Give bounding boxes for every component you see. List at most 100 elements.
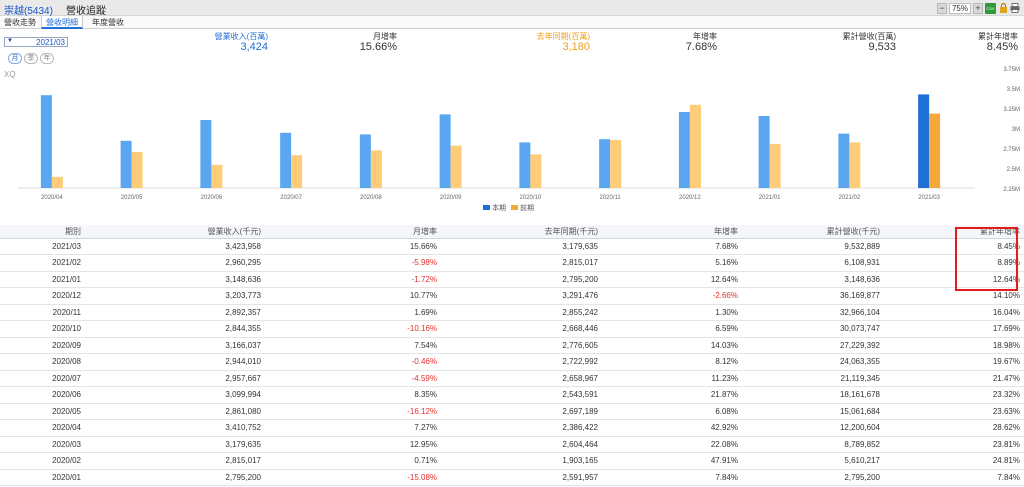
table-row[interactable]: 2020/08 2,944,010 -0.46% 2,722,992 8.12% 24,0… [0, 353, 1024, 371]
column-header-period[interactable]: 期別 [0, 225, 95, 239]
bar-current-2020/10[interactable] [519, 142, 531, 188]
print-icon[interactable] [1010, 3, 1020, 14]
cell-cumulative-yoy: 24.81% [884, 452, 1024, 470]
date-value: 2021/03 [36, 38, 65, 47]
bar-current-2020/12[interactable] [678, 112, 690, 188]
legend-swatch [483, 205, 490, 210]
legend-label[interactable]: 前期 [520, 203, 534, 212]
cell-period: 2020/10 [0, 320, 95, 338]
date-select[interactable]: ▼ 2021/03 [4, 37, 68, 47]
cell-mom: 0.71% [265, 452, 441, 470]
bar-current-2020/09[interactable] [439, 114, 451, 188]
zoom-out-icon[interactable]: − [937, 2, 947, 14]
x-tick-label: 2020/06 [201, 195, 223, 201]
zoom-level[interactable]: 75% [949, 2, 971, 14]
stock-name[interactable]: 崇越(5434) [4, 6, 53, 17]
bar-prior-2020/08[interactable] [370, 150, 382, 188]
table-row[interactable]: 2020/01 2,795,200 -15.08% 2,591,957 7.84% 2,7… [0, 469, 1024, 486]
lock-icon[interactable] [998, 3, 1008, 14]
column-header-yoy[interactable]: 年增率 [602, 225, 742, 239]
bar-current-2020/04[interactable] [40, 95, 52, 188]
cell-yoy: 42.92% [602, 419, 742, 437]
legend-label[interactable]: 本期 [492, 203, 506, 212]
table-row[interactable]: 2020/09 3,166,037 7.54% 2,776,605 14.03% 27,2… [0, 337, 1024, 354]
table-row[interactable]: 2020/12 3,203,773 10.77% 3,291,476 -2.66% 36,… [0, 287, 1024, 305]
table-row[interactable]: 2020/10 2,844,355 -10.16% 2,668,446 6.59% 30,… [0, 320, 1024, 338]
bar-prior-2020/10[interactable] [530, 154, 542, 188]
bar-current-2020/06[interactable] [200, 120, 212, 188]
period-quarter-button[interactable]: 季 [24, 53, 38, 64]
tab-revenue-trend[interactable]: 營收走勢 [4, 18, 36, 27]
toolbar-controls: − 75% + CSV [937, 2, 1020, 14]
tab-revenue-detail[interactable]: 營收明細 [41, 16, 83, 29]
csv-export-icon[interactable]: CSV [985, 2, 996, 14]
table-row[interactable]: 2021/02 2,960,295 -5.98% 2,815,017 5.16% 6,10… [0, 254, 1024, 272]
cell-last-year: 2,543,591 [441, 386, 602, 404]
cell-yoy: 6.59% [602, 320, 742, 338]
y-tick-label: 3.5M [1007, 87, 1020, 93]
cell-last-year: 3,179,635 [441, 238, 602, 255]
table-row[interactable]: 2020/05 2,861,080 -16.12% 2,697,189 6.08% 15,… [0, 403, 1024, 420]
summary-value: 15.66% [359, 41, 397, 53]
bar-prior-2020/07[interactable] [291, 155, 303, 188]
table-row[interactable]: 2021/03 3,423,958 15.66% 3,179,635 7.68% 9,53… [0, 238, 1024, 255]
bar-prior-2020/06[interactable] [211, 164, 223, 188]
bar-prior-2020/04[interactable] [51, 176, 63, 188]
cell-yoy: 8.12% [602, 353, 742, 371]
bar-current-2020/08[interactable] [359, 134, 371, 188]
x-tick-label: 2021/03 [918, 195, 940, 201]
bar-prior-2021/02[interactable] [849, 142, 861, 188]
table-row[interactable]: 2021/01 3,148,636 -1.72% 2,795,200 12.64% 3,1… [0, 271, 1024, 288]
column-header-last-year[interactable]: 去年同期(千元) [441, 225, 602, 239]
bar-prior-2020/05[interactable] [131, 152, 143, 188]
column-header-cumulative-yoy[interactable]: 累計年增率 [884, 225, 1024, 239]
cell-revenue: 2,815,017 [95, 452, 265, 470]
column-header-cumulative[interactable]: 累計營收(千元) [742, 225, 884, 239]
summary-value: 3,180 [562, 41, 590, 53]
cell-cumulative-yoy: 23.32% [884, 386, 1024, 404]
cell-mom: -5.98% [265, 254, 441, 272]
cell-yoy: 11.23% [602, 370, 742, 387]
bar-current-2021/03[interactable] [918, 94, 930, 188]
bar-current-2020/05[interactable] [120, 140, 132, 188]
cell-mom: 12.95% [265, 436, 441, 453]
cell-yoy: 7.68% [602, 238, 742, 255]
cell-mom: -16.12% [265, 403, 441, 420]
cell-last-year: 2,776,605 [441, 337, 602, 354]
x-tick-label: 2020/05 [121, 195, 143, 201]
y-tick-label: 2.25M [1003, 187, 1020, 193]
period-year-button[interactable]: 年 [40, 53, 54, 64]
table-row[interactable]: 2020/03 3,179,635 12.95% 2,604,464 22.08% 8,7… [0, 436, 1024, 453]
column-header-mom[interactable]: 月增率 [265, 225, 441, 239]
cell-last-year: 2,386,422 [441, 419, 602, 437]
table-row[interactable]: 2020/07 2,957,667 -4.59% 2,658,967 11.23% 21,… [0, 370, 1024, 387]
table-row[interactable]: 2020/02 2,815,017 0.71% 1,903,165 47.91% 5,61… [0, 452, 1024, 470]
column-header-revenue[interactable]: 營業收入(千元) [95, 225, 265, 239]
cell-revenue: 3,099,994 [95, 386, 265, 404]
bar-current-2021/02[interactable] [838, 133, 850, 188]
dropdown-arrow-icon[interactable]: ▼ [7, 38, 13, 44]
summary-value: 3,424 [240, 41, 268, 53]
bar-current-2020/11[interactable] [599, 139, 611, 188]
bar-current-2021/01[interactable] [758, 116, 770, 188]
bar-prior-2020/11[interactable] [610, 140, 622, 188]
zoom-in-icon[interactable]: + [973, 2, 983, 14]
table-row[interactable]: 2020/06 3,099,994 8.35% 2,543,591 21.87% 18,1… [0, 386, 1024, 404]
bar-prior-2021/01[interactable] [769, 144, 781, 188]
tab-annual-revenue[interactable]: 年度營收 [92, 18, 124, 27]
table-row[interactable]: 2020/04 3,410,752 7.27% 2,386,422 42.92% 12,2… [0, 419, 1024, 437]
cell-mom: -0.46% [265, 353, 441, 371]
x-tick-label: 2020/07 [280, 195, 302, 201]
cell-revenue: 2,795,200 [95, 469, 265, 486]
bar-prior-2020/12[interactable] [689, 104, 701, 188]
cell-cumulative-yoy: 14.10% [884, 287, 1024, 305]
period-month-button[interactable]: 月 [8, 53, 22, 64]
bar-current-2020/07[interactable] [280, 132, 292, 188]
table-row[interactable]: 2020/11 2,892,357 1.69% 2,855,242 1.30% 32,96… [0, 304, 1024, 321]
cell-mom: -4.59% [265, 370, 441, 387]
bar-prior-2021/03[interactable] [929, 113, 941, 188]
bar-prior-2020/09[interactable] [450, 145, 462, 188]
cell-cumulative: 15,061,684 [742, 403, 884, 420]
cell-cumulative-yoy: 8.89% [884, 254, 1024, 272]
cell-revenue: 3,423,958 [95, 238, 265, 255]
